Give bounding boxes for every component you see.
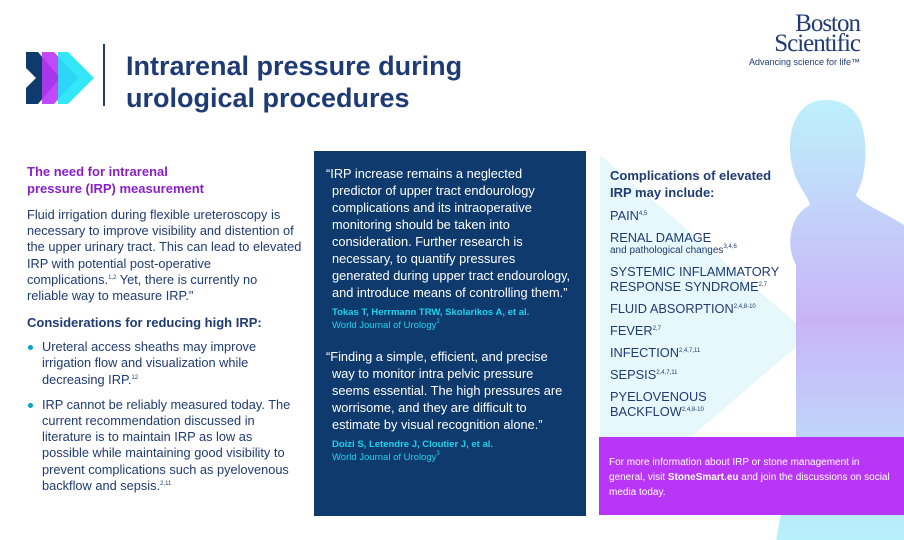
page-title: Intrarenal pressure during urological pro… [126, 50, 526, 114]
stonesmart-link[interactable]: StoneSmart.eu [667, 472, 739, 483]
intro-text: Yet, there is currently no reliable way … [27, 271, 258, 304]
complication-item: FLUID ABSORPTION2,4,8-10 [610, 301, 756, 316]
section-heading-considerations: Considerations for reducing high IRP: [27, 315, 262, 331]
complication-item: RENAL DAMAGE and pathological changes3,4,… [610, 230, 737, 256]
complication-item: FEVER2,7 [610, 323, 662, 338]
quote-authors: Tokas T, Herrmann TRW, Skolarikos A, et … [332, 307, 530, 318]
list-item: IRP cannot be reliably measured today. T… [27, 397, 302, 494]
title-line: Intrarenal pressure during [126, 51, 463, 81]
brand-name: Scientific [774, 30, 861, 57]
quote-text: “IRP increase remains a neglected predic… [326, 166, 571, 300]
info-text: For more information about IRP or stone … [609, 457, 860, 483]
complication-item: PAIN4,5 [610, 208, 648, 223]
intro-text: Fluid irrigation during flexible uretero… [27, 207, 302, 287]
complication-item: PYELOVENOUS BACKFLOW2,4,8-10 [610, 389, 707, 419]
section-heading-need: The need for intrarenal pressure (IRP) me… [27, 163, 302, 197]
journal-name: World Journal of Urology [332, 452, 437, 463]
heading-line: The need for intrarenal [27, 164, 168, 179]
title-line: urological procedures [126, 83, 410, 113]
heading-line: pressure (IRP) measurement [27, 181, 205, 196]
body-silhouette-graphic [600, 100, 904, 540]
complication-item: SEPSIS2,4,7,11 [610, 367, 678, 382]
title-divider [103, 44, 105, 106]
chevron-background-shape [600, 155, 810, 515]
info-box: For more information about IRP or stone … [599, 437, 904, 515]
complication-item: INFECTION2,4,7,11 [610, 345, 701, 360]
brand-name: Boston [795, 10, 861, 37]
complications-list: Complications of elevated IRP may include… [610, 167, 810, 426]
reference-sup: 1,2 [108, 274, 117, 281]
intro-paragraph: Fluid irrigation during flexible uretero… [27, 207, 302, 304]
reference-sup: 12 [131, 374, 139, 381]
considerations-list: Ureteral access sheaths may improve irri… [27, 339, 302, 494]
body-shape [776, 100, 904, 540]
brand-tagline: Advancing science for life™ [748, 57, 860, 67]
reference-sup: 3 [436, 451, 440, 457]
chevron-logo-icon [26, 52, 94, 104]
quote-journal: World Journal of Urology3 [332, 451, 572, 464]
list-item-text: Ureteral access sheaths may improve irri… [42, 339, 257, 387]
quote-journal: World Journal of Urology2 [332, 319, 572, 332]
heading-line: Complications of elevated [610, 168, 772, 183]
complications-heading: Complications of elevated IRP may include… [610, 167, 810, 201]
list-item: Ureteral access sheaths may improve irri… [27, 339, 302, 388]
boston-scientific-logo: Boston Scientific Advancing science for … [748, 10, 861, 67]
complication-item: SYSTEMIC INFLAMMATORY RESPONSE SYNDROME2… [610, 264, 779, 294]
quote-text: “Finding a simple, efficient, and precis… [326, 349, 563, 432]
reference-sup: 2 [436, 319, 440, 325]
heading-line: IRP may include: [610, 185, 715, 200]
reference-sup: 2,11 [160, 480, 172, 487]
quote-authors: Doizi S, Letendre J, Cloutier J, et al. [332, 439, 494, 450]
list-item-text: IRP cannot be reliably measured today. T… [42, 396, 291, 493]
info-text: and join the discussions on social media… [609, 472, 890, 498]
quotes-panel: “IRP increase remains a neglected predic… [314, 151, 586, 516]
journal-name: World Journal of Urology [332, 320, 437, 331]
left-column: The need for intrarenal pressure (IRP) me… [27, 163, 302, 503]
